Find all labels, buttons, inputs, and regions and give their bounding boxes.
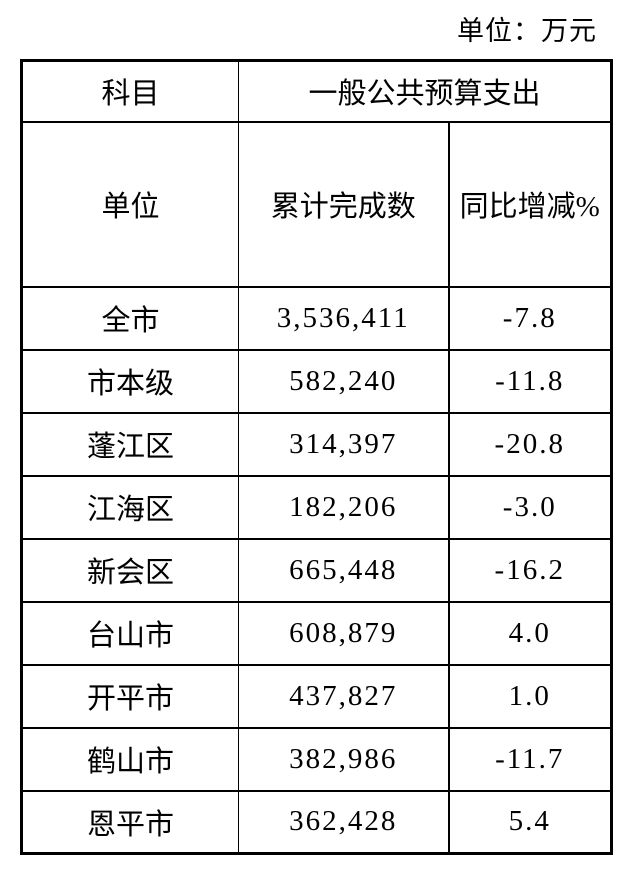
table-row: 市本级 582,240 -11.8 [21,348,612,414]
yoy-value: -7.8 [447,285,612,351]
table-header-row-2: 单位 累计完成数 同比增减% [21,120,612,288]
table-row: 全市 3,536,411 -7.8 [21,285,612,351]
subject-header-cell: 科目 [21,59,239,123]
yoy-header-cell: 同比增减% [447,120,612,288]
row-label: 江海区 [21,474,239,540]
cumulative-header-cell: 累计完成数 [238,120,449,288]
table-row: 台山市 608,879 4.0 [21,600,612,666]
yoy-value: -3.0 [447,474,612,540]
cumulative-value: 182,206 [238,474,449,540]
cumulative-value: 608,879 [238,600,449,666]
cumulative-value: 665,448 [238,537,449,603]
row-label: 台山市 [21,600,239,666]
yoy-value: -20.8 [447,411,612,477]
table-row: 新会区 665,448 -16.2 [21,537,612,603]
cumulative-value: 582,240 [238,348,449,414]
unit-header-cell: 单位 [21,120,239,288]
row-label: 开平市 [21,663,239,729]
cumulative-value: 314,397 [238,411,449,477]
unit-note: 单位：万元 [457,16,597,46]
yoy-value: 1.0 [447,663,612,729]
category-header-cell: 一般公共预算支出 [237,59,612,123]
yoy-value: -11.8 [447,348,612,414]
table-header-row-1: 科目 一般公共预算支出 [21,59,612,123]
budget-table: 科目 一般公共预算支出 单位 累计完成数 同比增减% 全市 3,536,411 … [20,59,614,855]
row-label: 恩平市 [21,789,239,855]
row-label: 新会区 [21,537,239,603]
cumulative-value: 3,536,411 [238,285,449,351]
table-row: 鹤山市 382,986 -11.7 [21,726,612,792]
yoy-value: -16.2 [447,537,612,603]
row-label: 蓬江区 [21,411,239,477]
yoy-value: 5.4 [447,789,612,855]
row-label: 市本级 [21,348,239,414]
yoy-value: -11.7 [447,726,612,792]
table-row: 江海区 182,206 -3.0 [21,474,612,540]
table-row: 开平市 437,827 1.0 [21,663,612,729]
row-label: 鹤山市 [21,726,239,792]
cumulative-value: 437,827 [238,663,449,729]
table-row: 蓬江区 314,397 -20.8 [21,411,612,477]
yoy-value: 4.0 [447,600,612,666]
cumulative-value: 362,428 [238,789,449,855]
cumulative-value: 382,986 [238,726,449,792]
table-row: 恩平市 362,428 5.4 [21,789,612,855]
row-label: 全市 [21,285,239,351]
